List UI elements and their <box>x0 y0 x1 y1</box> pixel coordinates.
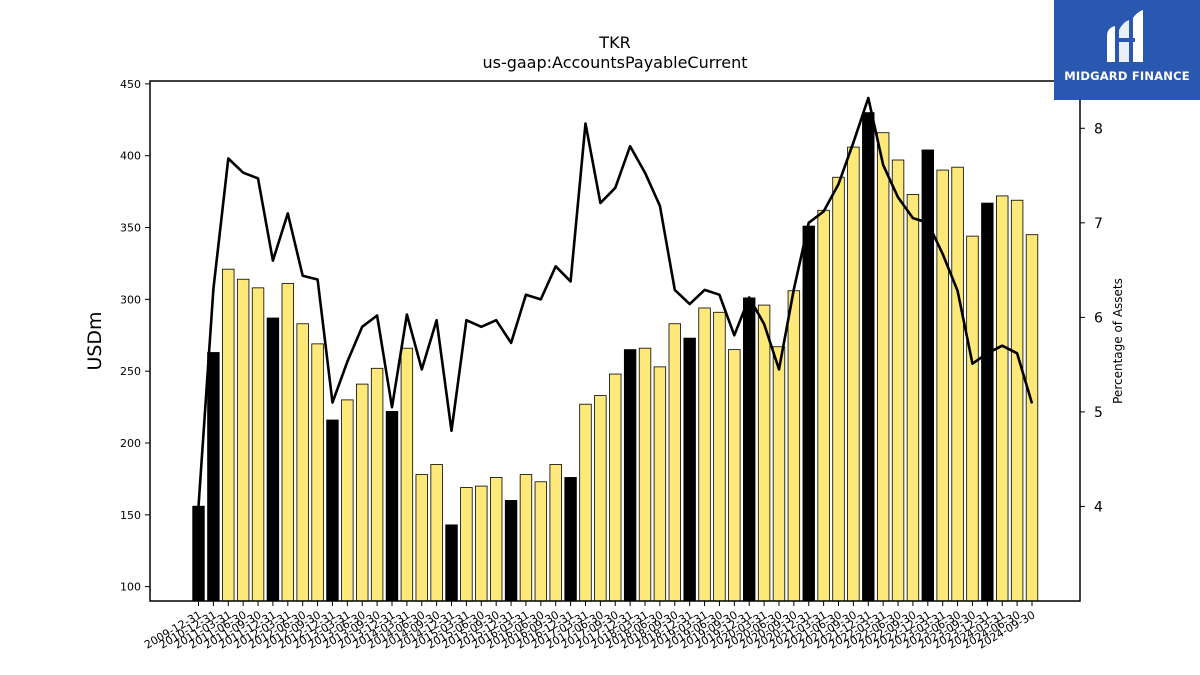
bar <box>951 166 964 602</box>
bar <box>549 464 562 602</box>
bar <box>757 304 771 602</box>
bar <box>489 477 503 602</box>
bar <box>236 278 250 602</box>
bar <box>966 235 979 602</box>
bar <box>623 349 637 602</box>
bar <box>996 195 1009 602</box>
bar <box>891 159 905 602</box>
bar <box>430 464 443 602</box>
bar <box>713 311 726 602</box>
bar <box>415 474 428 602</box>
bar <box>579 403 592 602</box>
bar <box>787 290 801 602</box>
bar <box>653 366 667 602</box>
y2-tick-label: 5 <box>1094 405 1103 421</box>
bar <box>802 225 815 602</box>
y2-tick-label: 7 <box>1094 216 1103 232</box>
chart-title: TKR <box>598 33 630 52</box>
bar <box>638 347 652 602</box>
bar <box>817 209 830 602</box>
bar <box>876 132 890 602</box>
bar <box>921 149 935 602</box>
bar <box>564 477 577 602</box>
bar <box>519 474 533 602</box>
bar <box>251 287 265 602</box>
bar <box>1025 234 1039 602</box>
bar <box>594 395 607 602</box>
bar <box>847 146 860 602</box>
bar <box>207 352 220 602</box>
bar <box>698 307 711 602</box>
percentage-line <box>197 96 1034 507</box>
bar <box>445 524 458 602</box>
y-tick-label: 200 <box>120 437 141 450</box>
y2-tick-label: 4 <box>1094 499 1103 515</box>
bar <box>356 383 369 602</box>
bar <box>222 268 235 602</box>
bar <box>862 112 875 602</box>
bar <box>460 487 473 602</box>
bar <box>192 505 205 602</box>
bar <box>296 323 309 602</box>
bar-group <box>192 112 1039 602</box>
y2-tick-label: 6 <box>1094 310 1103 326</box>
midgard-logo-icon <box>1107 10 1143 62</box>
bar <box>504 500 518 602</box>
bar <box>906 194 920 602</box>
percentage-line-layer <box>197 96 1034 507</box>
bar <box>326 419 339 602</box>
bar <box>266 317 280 602</box>
brand-name: MIDGARD FINANCE <box>1064 69 1190 83</box>
y-tick-label: 150 <box>120 509 141 522</box>
bar <box>683 337 696 602</box>
bar <box>281 283 295 602</box>
axes: 100150200250300350400450456782009-12-312… <box>120 78 1103 652</box>
y-tick-label: 400 <box>120 150 141 163</box>
y2-tick-label: 8 <box>1094 121 1103 137</box>
bar <box>400 347 414 602</box>
brand-logo: MIDGARD FINANCE <box>1054 0 1200 100</box>
y2-axis-label: Percentage of Assets <box>1111 278 1125 404</box>
bar <box>1010 199 1024 602</box>
y-tick-label: 100 <box>120 581 141 594</box>
bar <box>370 367 384 602</box>
bar <box>311 343 324 602</box>
bar <box>743 297 756 602</box>
chart-subtitle: us-gaap:AccountsPayableCurrent <box>482 53 747 72</box>
y-tick-label: 250 <box>120 365 141 378</box>
y-axis-label: USDm <box>84 311 106 370</box>
bar <box>475 485 488 602</box>
y-tick-label: 450 <box>120 78 141 91</box>
y-tick-label: 350 <box>120 222 141 235</box>
bar <box>772 346 786 602</box>
y-tick-label: 300 <box>120 293 141 306</box>
bar <box>534 481 548 602</box>
bar <box>341 399 354 602</box>
bar <box>728 349 741 602</box>
bar <box>936 169 949 602</box>
bar <box>609 373 622 602</box>
bar <box>385 410 399 602</box>
bar <box>981 202 994 602</box>
bar <box>832 176 845 602</box>
bar <box>668 323 681 602</box>
